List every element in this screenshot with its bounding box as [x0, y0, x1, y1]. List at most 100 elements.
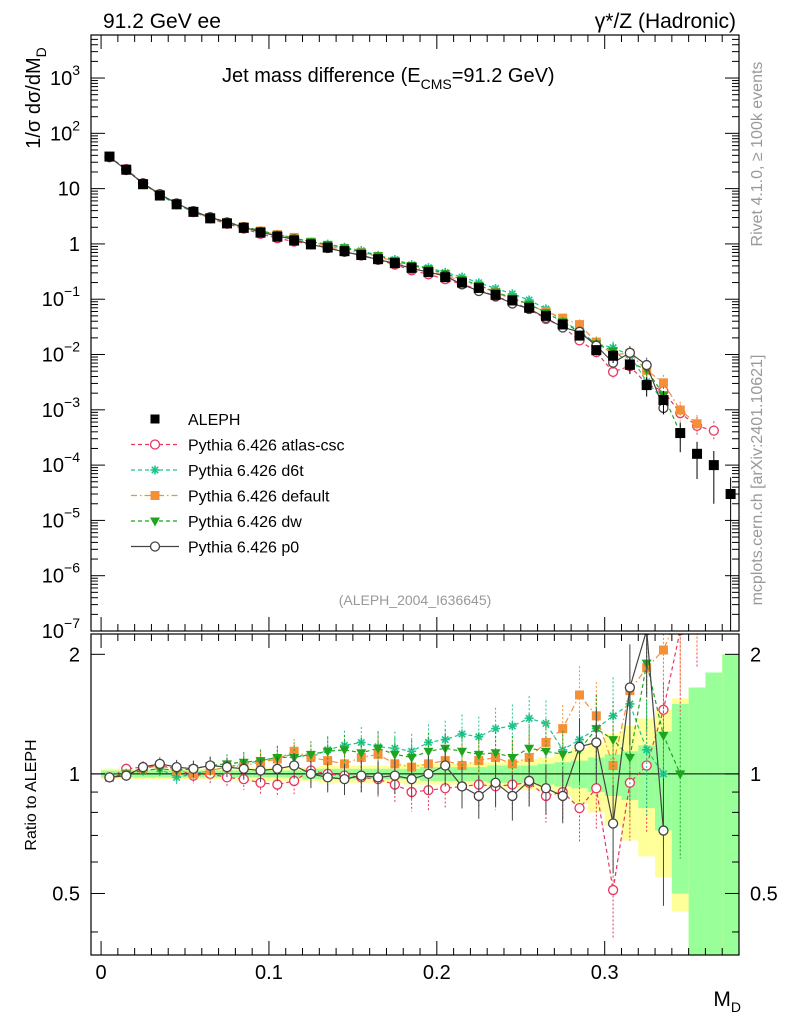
data-point	[457, 277, 468, 288]
data-point	[322, 242, 333, 253]
ratio-point	[676, 605, 685, 614]
y-tick-label: 10−2	[42, 339, 80, 367]
y-tick-label: 10−7	[42, 615, 80, 643]
y-tick-base: 10	[42, 621, 64, 643]
ratio-y-tick-label-right: 2	[750, 644, 761, 666]
ratio-point	[658, 825, 669, 836]
ratio-point	[643, 634, 651, 636]
ratio-point	[574, 802, 585, 814]
data-point	[423, 267, 434, 278]
data-point	[154, 190, 165, 201]
data-point	[725, 489, 736, 500]
data-point	[238, 222, 249, 233]
x-tick-label: 0	[96, 962, 107, 984]
y-tick-exponent: −2	[64, 339, 80, 355]
ratio-point	[624, 753, 635, 763]
y-tick-label: 1	[69, 234, 80, 256]
y-tick-exponent: −4	[64, 449, 80, 465]
data-point	[490, 289, 501, 300]
y-tick-label: 102	[50, 117, 80, 145]
y-tick-base: 10	[42, 400, 64, 422]
ratio-point	[709, 522, 718, 531]
x-tick-labels: 0 0.1 0.2 0.3	[96, 962, 619, 984]
series-line	[109, 156, 681, 434]
ratio-point	[676, 634, 684, 636]
legend-label: Pythia 6.426 atlas-csc	[188, 438, 345, 455]
chart-title-tail: =91.2 GeV)	[452, 65, 555, 87]
legend-marker	[149, 439, 161, 450]
ratio-point	[507, 721, 517, 731]
data-point	[524, 302, 535, 313]
ratio-point	[490, 777, 501, 788]
data-point	[473, 282, 484, 293]
series-0	[104, 151, 719, 441]
data-point	[356, 250, 367, 261]
ratio-point	[305, 750, 316, 760]
data-point	[339, 246, 350, 257]
ratio-point	[607, 884, 619, 896]
ratio-point	[540, 747, 551, 757]
y-tick-base: 10	[42, 455, 64, 477]
ratio-y-tick-label-left: 1	[69, 764, 80, 786]
ratio-point	[675, 770, 686, 780]
data-point	[692, 448, 703, 459]
y-tick-label: 103	[50, 62, 80, 90]
legend-marker-aleph	[150, 414, 160, 424]
ratio-y-axis-label: Ratio to ALEPH	[23, 739, 40, 850]
y-tick-label: 10−5	[42, 504, 80, 532]
data-point	[641, 380, 652, 391]
y-axis-label-main: 1/σ dσ/dM	[23, 57, 45, 148]
band-inner-bin	[722, 654, 739, 955]
ratio-point	[693, 569, 702, 578]
ratio-point	[574, 741, 585, 752]
y-tick-exponent: 2	[72, 117, 80, 133]
series-1	[104, 152, 668, 408]
y-tick-base: 10	[42, 345, 64, 367]
ratio-series-layer	[104, 522, 718, 940]
data-point	[406, 262, 417, 273]
data-point	[708, 460, 719, 471]
ratio-point	[607, 818, 619, 829]
series-point	[524, 295, 534, 305]
y-tick-label: 10−3	[42, 394, 80, 422]
series-point	[675, 405, 685, 415]
legend-label: Pythia 6.426 d6t	[188, 463, 304, 480]
y-tick-base: 10	[42, 289, 64, 311]
data-point	[557, 319, 568, 330]
ratio-point	[205, 760, 216, 771]
ratio-point	[238, 763, 249, 774]
ratio-point	[641, 760, 652, 771]
legend-label: Pythia 6.426 p0	[188, 540, 299, 557]
data-point	[624, 359, 635, 370]
data-point	[305, 239, 316, 250]
ratio-point	[541, 737, 551, 747]
ratio-point	[406, 753, 417, 763]
legend-label: Pythia 6.426 default	[188, 489, 330, 506]
ratio-point	[474, 756, 484, 766]
legend: ALEPH Pythia 6.426 atlas-csc Pythia 6.426 …	[131, 412, 345, 557]
ratio-point	[288, 760, 300, 771]
ratio-point	[255, 765, 266, 776]
data-point	[591, 345, 602, 356]
legend-label: Pythia 6.426 dw	[188, 514, 302, 531]
y-tick-label: 10−6	[42, 560, 80, 588]
data-point	[138, 179, 149, 190]
main-series-layer	[104, 151, 719, 442]
ratio-axis-ticks	[91, 634, 739, 955]
series-line	[109, 156, 714, 432]
data-point	[188, 206, 199, 217]
ratio-point	[372, 772, 384, 783]
legend-marker	[149, 541, 161, 552]
ratio-point	[474, 732, 484, 742]
ratio-point	[272, 763, 283, 774]
ratio-point	[423, 768, 434, 780]
y-tick-base: 10	[42, 566, 64, 588]
data-point	[205, 213, 216, 224]
ratio-point	[356, 770, 367, 781]
ratio-point	[322, 772, 333, 783]
ratio-point	[406, 773, 417, 785]
ratio-point	[608, 711, 618, 721]
ratio-point	[624, 682, 636, 693]
y-tick-exponent: −6	[64, 560, 80, 576]
